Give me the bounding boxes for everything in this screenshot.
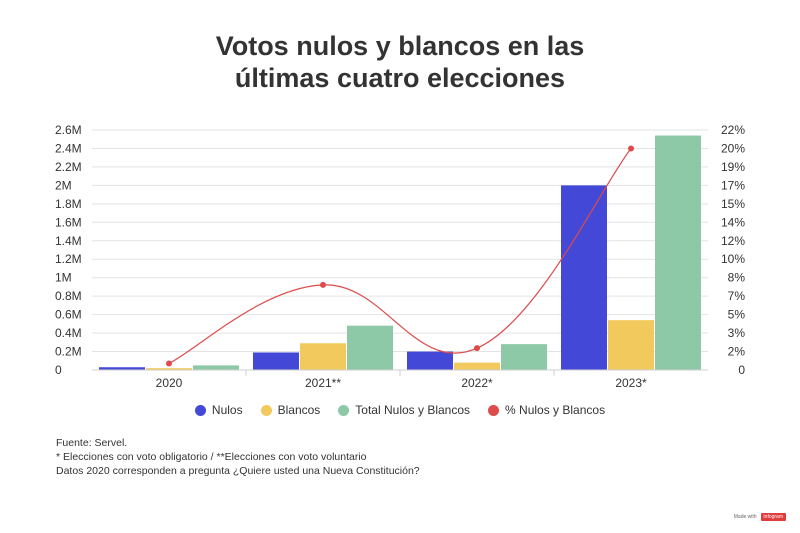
y-right-tick-label: 20% — [721, 141, 745, 155]
y-left-tick-label: 0 — [55, 363, 62, 377]
footnote-voting: * Elecciones con voto obligatorio / **El… — [56, 451, 367, 463]
legend: Nulos Blancos Total Nulos y Blancos % Nulos… — [0, 403, 800, 417]
y-right-tick-label: 22% — [721, 123, 745, 137]
legend-item[interactable]: Blancos — [260, 403, 321, 417]
bar — [407, 351, 453, 370]
chart-title-line-1: Votos nulos y blancos en las — [215, 31, 585, 61]
line-series-percent — [168, 148, 632, 364]
credit-text: Made with — [733, 514, 757, 520]
chart-title: Votos nulos y blancos en las últimas cua… — [0, 30, 800, 94]
notes: Fuente: Servel. * Elecciones con voto ob… — [56, 436, 420, 478]
y-left-tick-label: 2M — [55, 178, 72, 192]
bar — [99, 367, 145, 370]
line-point — [166, 360, 172, 367]
bar — [300, 343, 346, 370]
legend-swatch — [260, 404, 272, 416]
x-tick-label: 2022* — [461, 376, 493, 390]
bar — [561, 185, 607, 370]
y-left-tick-label: 2.6M — [55, 123, 82, 137]
x-tick-label: 2023* — [615, 376, 647, 390]
bar — [454, 362, 500, 370]
y-right-tick-label: 12% — [721, 234, 745, 248]
y-left-tick-label: 0.8M — [55, 289, 82, 303]
x-tick-label: 2021** — [305, 376, 341, 390]
bar — [253, 352, 299, 370]
bar — [193, 365, 239, 370]
y-left-tick-label: 2.4M — [55, 141, 82, 155]
y-left-tick-label: 2.2M — [55, 160, 82, 174]
legend-label: Nulos — [211, 403, 243, 417]
bar — [608, 320, 654, 370]
y-left-tick-label: 1M — [55, 271, 72, 285]
bar — [347, 325, 393, 370]
y-right-tick-label: 14% — [721, 215, 745, 229]
bar — [501, 344, 547, 370]
y-right-tick-label: 0 — [738, 363, 745, 377]
y-right-tick-label: 5% — [728, 308, 746, 322]
credit[interactable]: Made with infogram — [734, 513, 786, 521]
footnote-2020: Datos 2020 corresponden a pregunta ¿Quie… — [56, 465, 420, 477]
y-right-tick-label: 15% — [721, 197, 745, 211]
source-note: Fuente: Servel. — [56, 437, 128, 449]
legend-item[interactable]: Nulos — [194, 403, 243, 417]
y-left-tick-label: 1.6M — [55, 215, 82, 229]
x-tick-label: 2020 — [156, 376, 183, 390]
y-right-tick-label: 19% — [721, 160, 745, 174]
legend-item[interactable]: Total Nulos y Blancos — [338, 403, 470, 417]
legend-label: % Nulos y Blancos — [505, 403, 606, 417]
y-left-tick-label: 1.4M — [55, 234, 82, 248]
legend-item[interactable]: % Nulos y Blancos — [488, 403, 605, 417]
y-left-tick-label: 1.2M — [55, 252, 82, 266]
line-point — [320, 281, 326, 288]
credit-brand: infogram — [760, 513, 786, 521]
chart-title-line-2: últimas cuatro elecciones — [234, 63, 566, 93]
bar — [146, 368, 192, 370]
y-right-tick-label: 3% — [728, 326, 746, 340]
legend-swatch — [338, 404, 350, 416]
legend-swatch — [194, 404, 206, 416]
y-left-tick-label: 0.4M — [55, 326, 82, 340]
legend-label: Total Nulos y Blancos — [355, 403, 471, 417]
y-left-tick-label: 1.8M — [55, 197, 82, 211]
y-right-tick-label: 17% — [721, 178, 745, 192]
chart: 0 0.2M 0.4M 0.6M 0.8M 1M 1.2M 1.4M 1.6M 1.8M 2M 2.2… — [55, 123, 746, 390]
y-left-tick-label: 0.6M — [55, 308, 82, 322]
y-right-tick-label: 7% — [728, 289, 746, 303]
legend-label: Blancos — [277, 403, 321, 417]
y-right-tick-label: 2% — [728, 345, 746, 359]
bar — [655, 135, 701, 370]
y-right-tick-label: 10% — [721, 252, 745, 266]
line-point — [474, 345, 480, 352]
y-right-tick-label: 8% — [728, 271, 746, 285]
line-point — [628, 145, 634, 152]
legend-swatch — [488, 404, 500, 416]
y-left-tick-label: 0.2M — [55, 345, 82, 359]
